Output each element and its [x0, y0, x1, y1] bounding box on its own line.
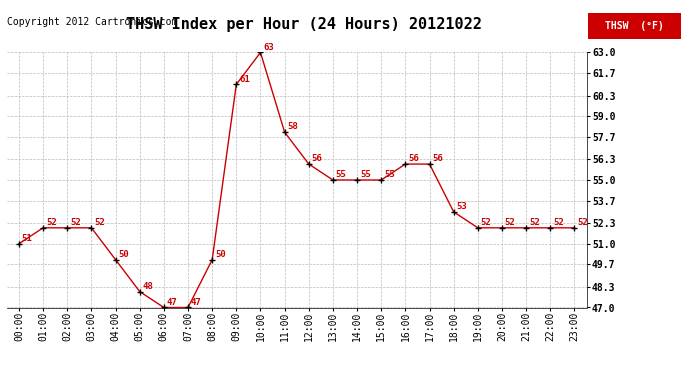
Text: 55: 55 [360, 170, 371, 179]
Text: 52: 52 [505, 218, 515, 227]
Text: 51: 51 [22, 234, 32, 243]
Text: 52: 52 [529, 218, 540, 227]
Text: 55: 55 [384, 170, 395, 179]
Text: 52: 52 [578, 218, 588, 227]
Text: 53: 53 [457, 202, 467, 211]
Text: 52: 52 [46, 218, 57, 227]
Text: 58: 58 [288, 122, 298, 131]
Text: THSW Index per Hour (24 Hours) 20121022: THSW Index per Hour (24 Hours) 20121022 [126, 17, 482, 32]
Text: 47: 47 [167, 298, 177, 307]
Text: 52: 52 [95, 218, 105, 227]
Text: 56: 56 [312, 154, 322, 163]
Text: 50: 50 [119, 250, 129, 259]
Text: 56: 56 [408, 154, 419, 163]
Text: 47: 47 [191, 298, 201, 307]
Text: 63: 63 [264, 43, 274, 52]
Text: 55: 55 [336, 170, 346, 179]
Text: 61: 61 [239, 75, 250, 84]
Text: 56: 56 [433, 154, 443, 163]
Text: Copyright 2012 Cartronics.com: Copyright 2012 Cartronics.com [7, 17, 177, 27]
Text: 52: 52 [553, 218, 564, 227]
Text: 50: 50 [215, 250, 226, 259]
Text: 48: 48 [143, 282, 153, 291]
Text: THSW  (°F): THSW (°F) [605, 21, 664, 31]
Text: 52: 52 [70, 218, 81, 227]
Text: 52: 52 [481, 218, 491, 227]
